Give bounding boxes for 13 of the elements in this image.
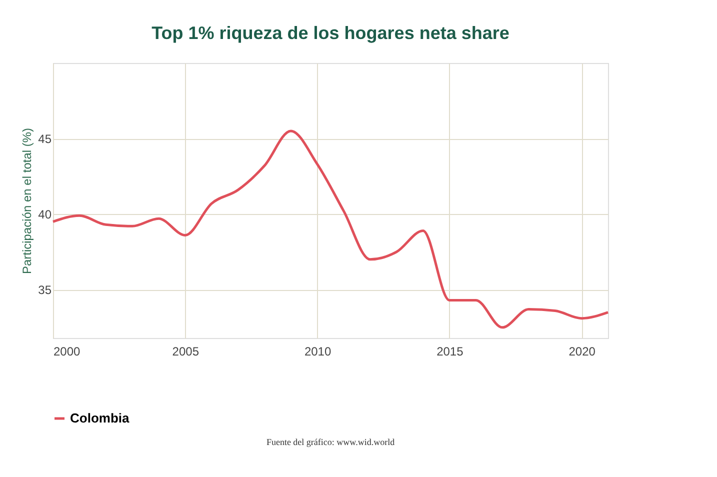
- x-tick-label: 2010: [304, 344, 332, 358]
- source-note: Fuente del gráfico: www.wid.world: [266, 437, 396, 447]
- y-tick-label: 40: [38, 208, 52, 222]
- line-series: [52, 130, 610, 329]
- x-tick-label: 2000: [54, 344, 81, 358]
- y-tick-label: 45: [38, 132, 52, 146]
- y-tick-label: 35: [38, 283, 52, 298]
- chart-title: Top 1% riqueza de los hogares neta share: [152, 23, 510, 43]
- x-tick-label: 2005: [172, 344, 200, 358]
- legend-label: Colombia: [70, 410, 130, 426]
- y-axis-title: Participación en el total (%): [20, 128, 34, 274]
- x-tick-label: 2015: [436, 344, 464, 358]
- x-tick-label: 2020: [568, 344, 596, 358]
